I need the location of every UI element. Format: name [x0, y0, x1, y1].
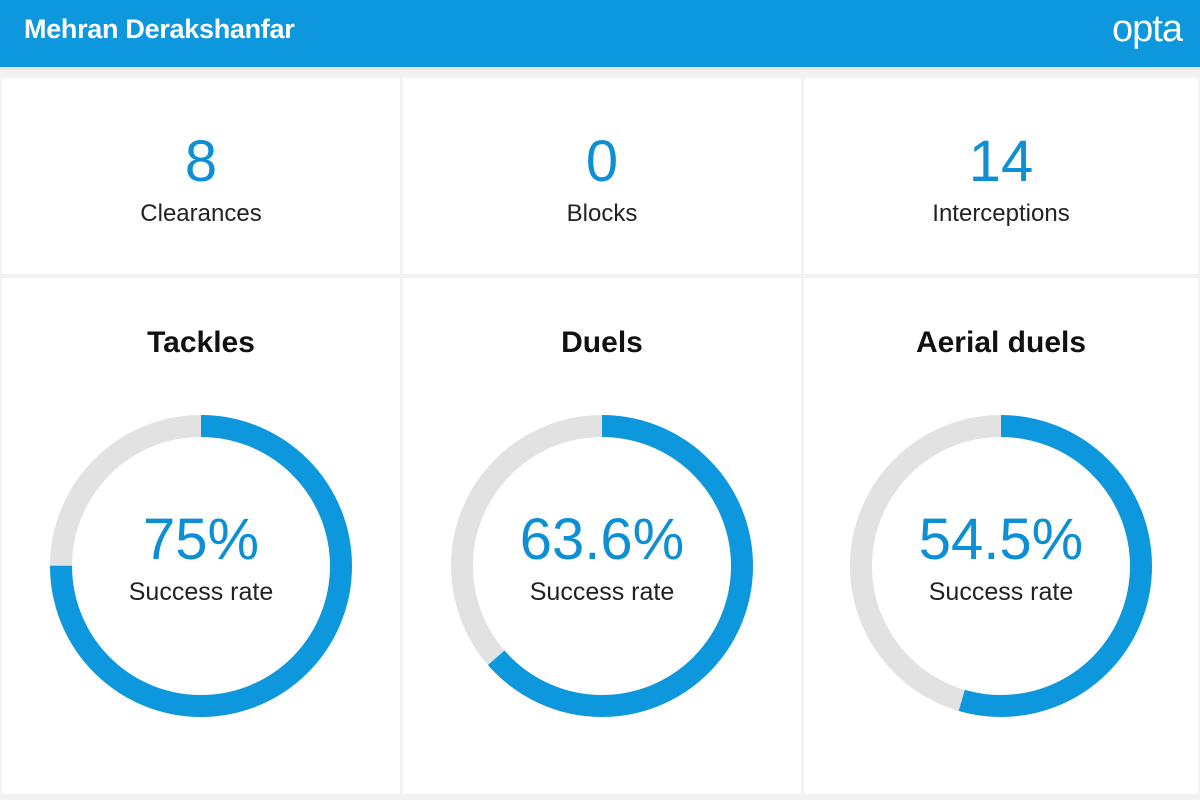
stat-label-blocks: Blocks — [566, 200, 638, 227]
stat-label-interceptions: Interceptions — [932, 200, 1070, 227]
stat-label-clearances: Clearances — [140, 200, 262, 227]
donut-caption-aerial-duels: Success rate — [928, 578, 1074, 606]
donut-chart-aerial-duels — [850, 415, 1152, 717]
stat-value-clearances: 8 — [184, 129, 218, 194]
stat-value-blocks: 0 — [585, 129, 619, 194]
donut-value-aerial-duels: 54.5% — [918, 507, 1084, 572]
stat-cell-blocks: 0 Blocks — [403, 78, 801, 274]
donut-chart-duels — [451, 415, 753, 717]
donut-value-tackles: 75% — [142, 507, 260, 572]
stat-value-interceptions: 14 — [968, 129, 1034, 194]
donut-title-duels: Duels — [561, 326, 643, 359]
donut-arc-duels — [451, 415, 753, 717]
opta-logo: opta — [1112, 8, 1183, 50]
stat-cell-clearances: 8 Clearances — [2, 78, 400, 274]
donut-caption-tackles: Success rate — [128, 578, 274, 606]
donut-caption-duels: Success rate — [529, 578, 675, 606]
donut-arc-aerial-duels — [850, 415, 1152, 717]
header-bar: Mehran Derakshanfar opta — [0, 0, 1200, 70]
donut-chart-tackles — [50, 415, 352, 717]
player-name: Mehran Derakshanfar — [24, 14, 295, 44]
donut-title-aerial-duels: Aerial duels — [915, 326, 1087, 359]
stat-cell-interceptions: 14 Interceptions — [804, 78, 1198, 274]
donut-arc-tackles — [50, 415, 352, 717]
donut-cell-aerial-duels: Aerial duels 54.5% Success rate — [804, 278, 1198, 794]
donut-cell-duels: Duels 63.6% Success rate — [403, 278, 801, 794]
donut-value-duels: 63.6% — [519, 507, 685, 572]
donut-cell-tackles: Tackles 75% Success rate — [2, 278, 400, 794]
donut-title-tackles: Tackles — [147, 326, 255, 359]
